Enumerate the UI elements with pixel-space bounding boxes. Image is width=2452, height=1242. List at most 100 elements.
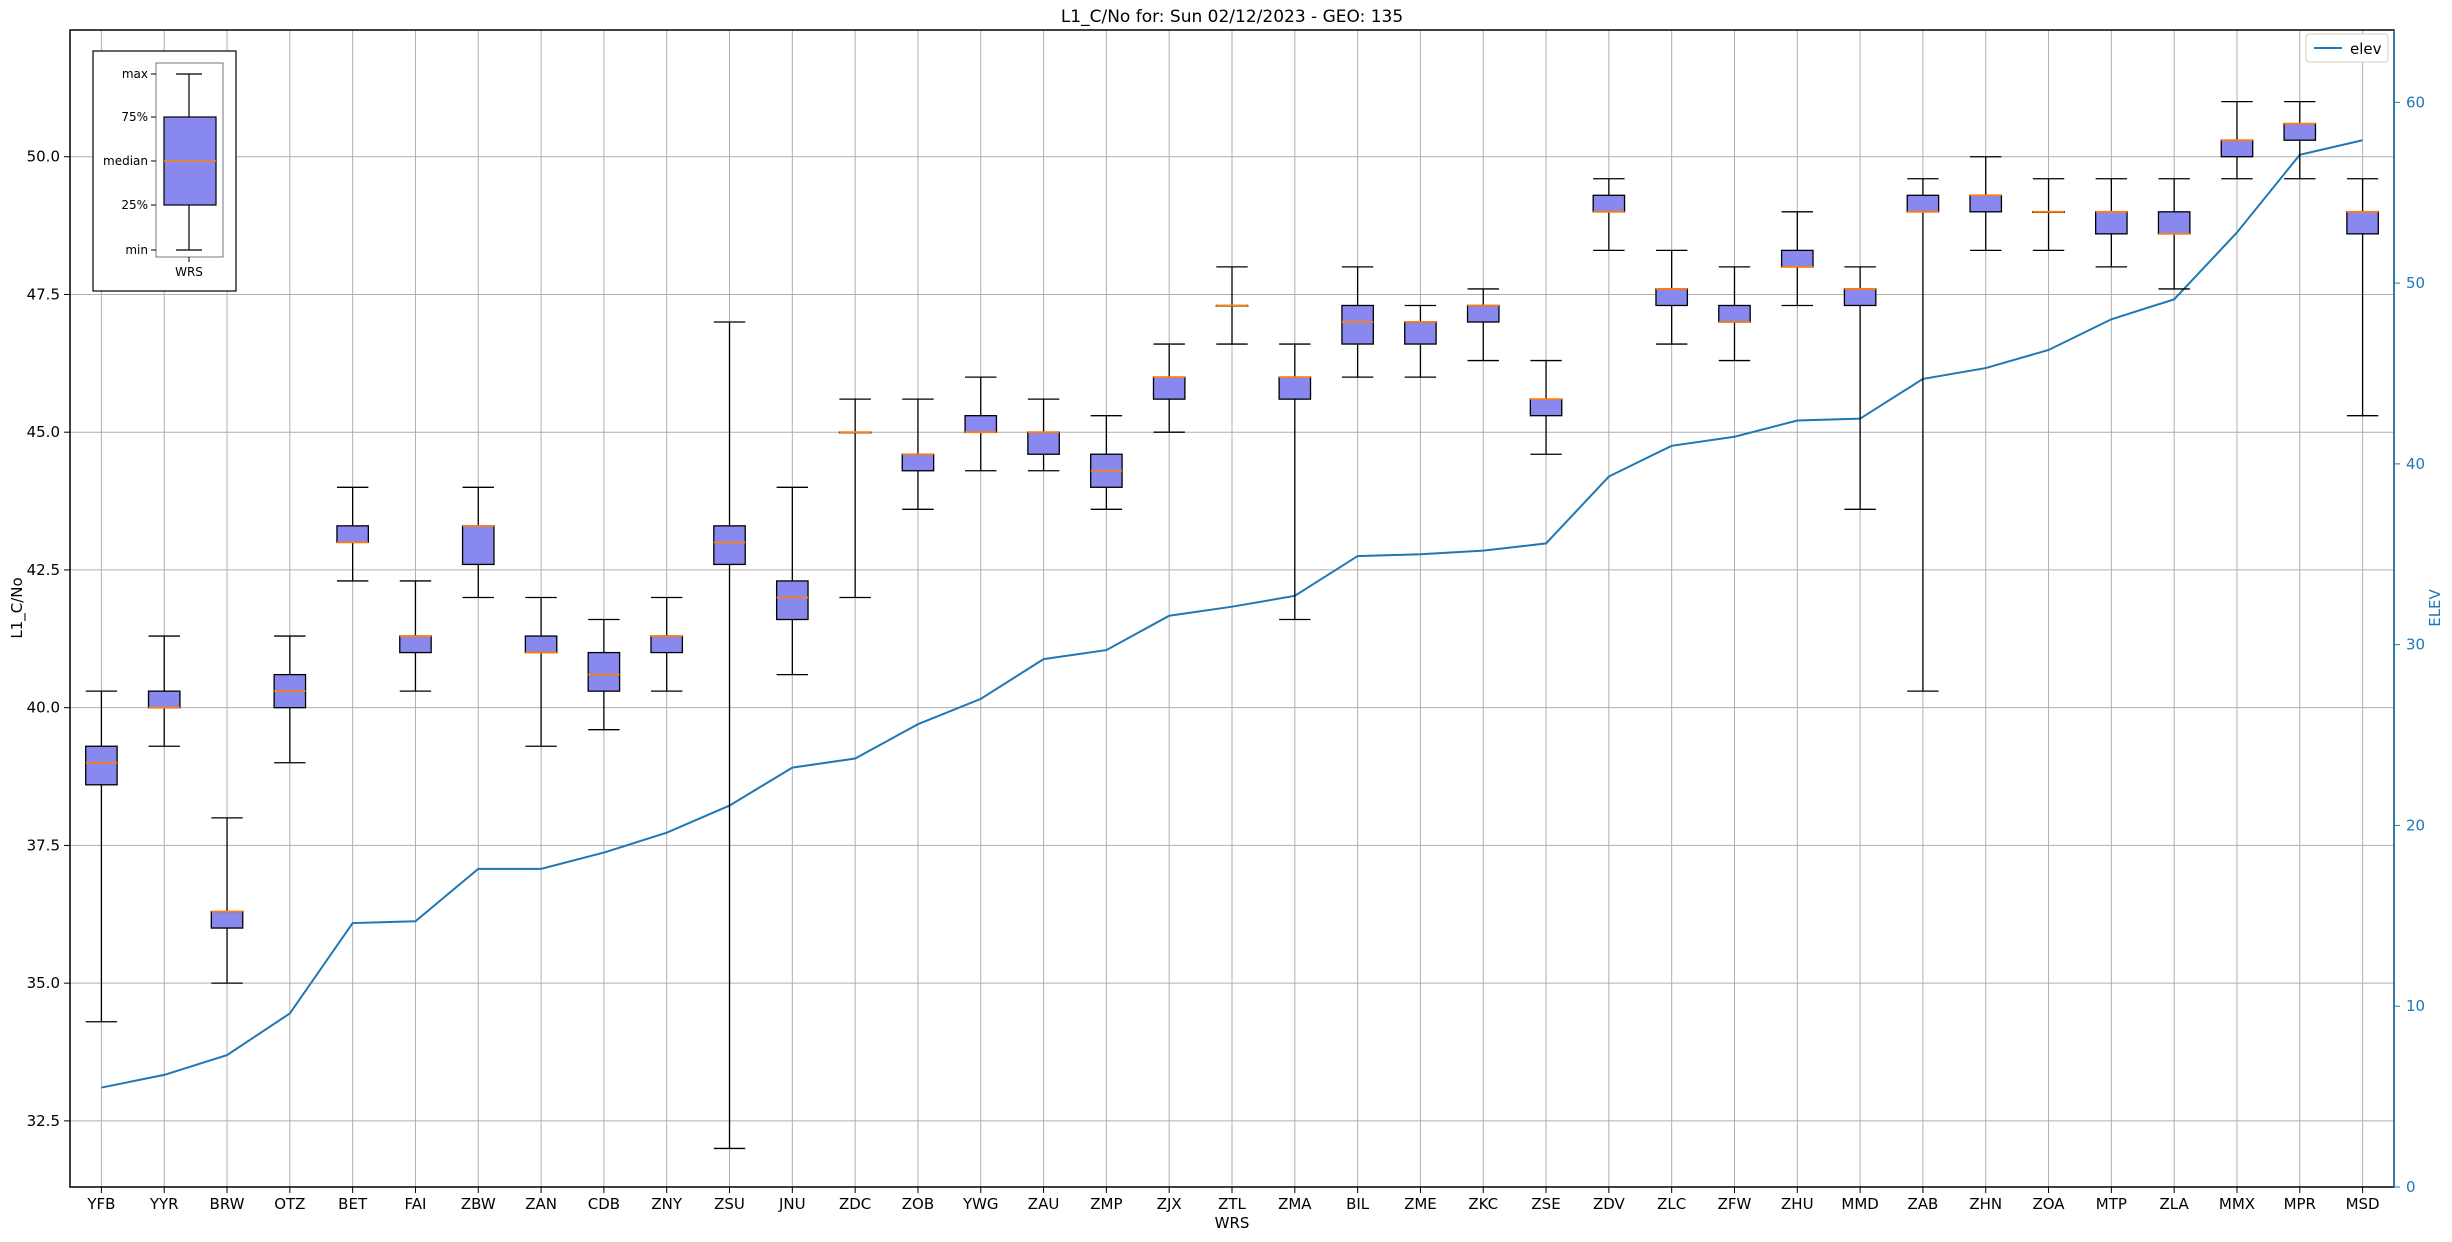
x-tick-label: ZOB: [902, 1195, 934, 1213]
iqr-box: [775, 580, 809, 621]
box-OTZ: [273, 635, 307, 764]
iqr-box: [2094, 211, 2128, 235]
x-tick-label: JNU: [778, 1195, 806, 1213]
y-tick-label: 37.5: [27, 836, 60, 854]
iqr-box: [964, 415, 998, 433]
y2-tick-label: 30: [2406, 636, 2425, 654]
box-ZOA: [2032, 178, 2065, 252]
iqr-box: [1529, 398, 1563, 417]
x-tick-label: ZSU: [714, 1195, 745, 1213]
x-tick-label: FAI: [404, 1195, 426, 1213]
box-ZLC: [1655, 249, 1689, 345]
box-ZHN: [1969, 156, 2003, 252]
box-ZBW: [461, 486, 495, 599]
y-tick-label: 42.5: [27, 561, 60, 579]
x-tick-label: ZFW: [1718, 1195, 1752, 1213]
x-tick-label: CDB: [588, 1195, 620, 1213]
box-JNU: [775, 486, 809, 676]
y2-tick-label: 0: [2406, 1178, 2416, 1196]
y2-tick-label: 50: [2406, 274, 2425, 292]
x-tick-label: ZSE: [1531, 1195, 1560, 1213]
x-tick-label: ZME: [1404, 1195, 1437, 1213]
x-tick-label: ZLC: [1657, 1195, 1686, 1213]
x-tick-label: MSD: [2346, 1195, 2380, 1213]
iqr-box: [1592, 194, 1626, 213]
box-explanation-inset: max 75% median 25% min WRS: [92, 50, 237, 292]
iqr-box: [399, 635, 432, 654]
x-tick-label: MMX: [2219, 1195, 2255, 1213]
box-YWG: [964, 376, 998, 472]
x-tick-label: ZHN: [1969, 1195, 2002, 1213]
box-ZTL: [1215, 266, 1249, 345]
x-tick-label: ZHU: [1781, 1195, 1814, 1213]
box-ZAB: [1906, 178, 1940, 692]
iqr-box: [210, 910, 244, 929]
x-tick-label: MTP: [2096, 1195, 2127, 1213]
x-tick-label: ZAU: [1028, 1195, 1060, 1213]
y2-tick-label: 10: [2406, 997, 2425, 1015]
inset-label-25: 25%: [121, 198, 148, 212]
y-tick-label: 35.0: [27, 974, 60, 992]
iqr-box: [1843, 288, 1877, 307]
x-tick-label: MMD: [1841, 1195, 1878, 1213]
iqr-box: [901, 453, 935, 472]
x-tick-label: YYR: [149, 1195, 179, 1213]
box-ZSU: [713, 321, 746, 1150]
inset-label-max: max: [122, 67, 148, 81]
box-MMX: [2220, 100, 2254, 180]
box-MPR: [2283, 100, 2317, 180]
iqr-box: [2157, 211, 2191, 235]
box-MSD: [2346, 178, 2379, 417]
iqr-box: [1466, 304, 1500, 323]
box-ZJX: [1152, 343, 1186, 433]
iqr-box: [1780, 249, 1814, 268]
x-tick-label: ZBW: [461, 1195, 496, 1213]
iqr-box: [2283, 123, 2317, 141]
chart-legend: elev: [2305, 33, 2389, 63]
x-tick-label: ZDV: [1593, 1195, 1626, 1213]
box-ZAN: [524, 596, 558, 747]
box-ZNY: [650, 596, 684, 692]
box-ZOB: [901, 398, 935, 510]
y2-tick-label: 20: [2406, 816, 2425, 834]
box-ZMA: [1278, 343, 1312, 621]
x-tick-label: BRW: [210, 1195, 245, 1213]
x-tick-label: ZKC: [1468, 1195, 1498, 1213]
inset-category-label: WRS: [175, 265, 203, 279]
y-tick-label: 47.5: [27, 285, 60, 303]
x-tick-label: ZAN: [525, 1195, 557, 1213]
iqr-box: [1969, 194, 2003, 213]
box-CDB: [587, 618, 621, 731]
y-tick-label: 45.0: [27, 423, 60, 441]
box-BET: [336, 486, 370, 582]
x-tick-label: ZAB: [1908, 1195, 1939, 1213]
iqr-box: [2220, 139, 2254, 158]
iqr-box: [147, 690, 181, 709]
x-tick-label: ZOA: [2032, 1195, 2065, 1213]
iqr-box: [713, 525, 746, 566]
x-tick-label: YFB: [86, 1195, 115, 1213]
inset-label-min: min: [125, 243, 148, 257]
x-tick-label: BET: [338, 1195, 368, 1213]
iqr-box: [1655, 288, 1689, 307]
iqr-box: [461, 525, 495, 566]
box-ZDV: [1592, 178, 1626, 252]
x-tick-label: ZMA: [1278, 1195, 1312, 1213]
box-MMD: [1843, 266, 1877, 510]
x-tick-label: BIL: [1346, 1195, 1370, 1213]
x-tick-label: ZNY: [651, 1195, 682, 1213]
x-tick-label: ZLA: [2160, 1195, 2190, 1213]
x-axis-label: WRS: [1215, 1214, 1250, 1232]
y-tick-label: 40.0: [27, 699, 60, 717]
box-BRW: [210, 817, 244, 984]
box-FAI: [399, 580, 432, 692]
chart-title: L1_C/No for: Sun 02/12/2023 - GEO: 135: [1061, 7, 1403, 27]
x-tick-label: ZMP: [1090, 1195, 1122, 1213]
y-tick-label: 32.5: [27, 1112, 60, 1130]
box-ZDC: [838, 398, 872, 599]
iqr-box: [587, 651, 621, 692]
box-YYR: [147, 635, 181, 747]
iqr-box: [1341, 304, 1374, 345]
iqr-box: [1278, 376, 1312, 400]
y-axis-label: L1_C/No: [8, 577, 27, 638]
